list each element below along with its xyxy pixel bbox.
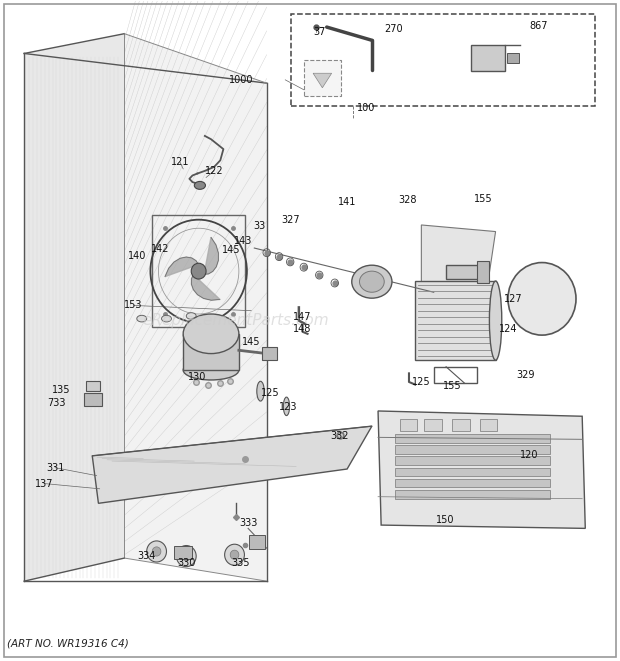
Polygon shape (422, 225, 495, 314)
Text: 335: 335 (231, 559, 250, 568)
Bar (396, 434, 550, 443)
Text: 130: 130 (188, 371, 206, 381)
Bar (291, 14, 595, 106)
Bar (86, 381, 100, 391)
Bar (415, 281, 495, 360)
Polygon shape (204, 237, 218, 274)
Ellipse shape (183, 360, 239, 380)
Circle shape (182, 551, 190, 561)
Text: 123: 123 (279, 402, 298, 412)
Bar (507, 53, 519, 63)
Text: 330: 330 (177, 558, 195, 568)
Text: 143: 143 (234, 236, 252, 246)
Text: 33: 33 (253, 221, 265, 231)
Text: 124: 124 (498, 324, 517, 334)
Bar (84, 393, 102, 407)
Circle shape (147, 541, 167, 562)
Polygon shape (125, 34, 267, 581)
Polygon shape (165, 257, 198, 277)
Text: 153: 153 (125, 301, 143, 311)
Bar (183, 334, 239, 370)
Bar (249, 535, 265, 549)
Polygon shape (24, 34, 125, 581)
Text: 329: 329 (516, 370, 534, 380)
Text: eReplacementParts.com: eReplacementParts.com (143, 313, 329, 328)
Bar (400, 419, 417, 431)
Circle shape (176, 545, 196, 566)
Text: 142: 142 (151, 244, 169, 254)
Text: 147: 147 (293, 312, 312, 323)
Text: 121: 121 (171, 157, 189, 167)
Text: 270: 270 (384, 24, 403, 34)
Text: 155: 155 (443, 381, 462, 391)
Text: 867: 867 (529, 20, 548, 31)
Bar (477, 260, 489, 283)
Text: 141: 141 (338, 197, 356, 207)
Bar (396, 468, 550, 477)
Ellipse shape (186, 313, 196, 319)
Polygon shape (313, 73, 332, 88)
Bar (446, 264, 480, 279)
Ellipse shape (283, 397, 290, 416)
Bar (153, 215, 245, 327)
Text: 120: 120 (520, 449, 539, 459)
Ellipse shape (352, 265, 392, 298)
Ellipse shape (489, 281, 502, 360)
Text: 333: 333 (239, 518, 257, 528)
Text: 155: 155 (474, 194, 492, 204)
Text: 1000: 1000 (228, 75, 253, 85)
Bar (262, 347, 277, 360)
Text: 137: 137 (35, 479, 53, 488)
Text: 327: 327 (281, 215, 299, 225)
Bar (396, 490, 550, 498)
Bar (174, 546, 192, 559)
Text: 733: 733 (47, 398, 66, 408)
Text: 331: 331 (46, 463, 64, 473)
Polygon shape (192, 274, 220, 300)
Bar (304, 60, 341, 97)
Circle shape (508, 262, 576, 335)
Text: 145: 145 (242, 337, 260, 348)
Bar (452, 419, 469, 431)
Text: 332: 332 (330, 431, 349, 441)
Text: 140: 140 (128, 251, 146, 261)
Ellipse shape (194, 181, 205, 189)
Ellipse shape (257, 381, 264, 401)
Text: 145: 145 (222, 245, 241, 255)
Circle shape (191, 263, 206, 279)
Bar (396, 457, 550, 465)
Text: 328: 328 (399, 195, 417, 205)
Ellipse shape (137, 315, 147, 322)
Bar (396, 479, 550, 487)
Bar (425, 419, 442, 431)
Polygon shape (378, 411, 585, 528)
Circle shape (224, 544, 244, 565)
Text: 125: 125 (412, 377, 431, 387)
Text: 122: 122 (205, 166, 223, 176)
Ellipse shape (360, 271, 384, 292)
Bar (471, 45, 505, 71)
Circle shape (153, 547, 161, 556)
Text: 150: 150 (436, 516, 454, 525)
Polygon shape (92, 426, 372, 503)
Text: (ART NO. WR19316 C4): (ART NO. WR19316 C4) (7, 639, 128, 648)
Text: 127: 127 (503, 294, 522, 304)
Text: 148: 148 (293, 324, 312, 334)
Text: 100: 100 (356, 103, 375, 113)
Circle shape (230, 550, 239, 559)
Text: 334: 334 (137, 551, 155, 561)
Ellipse shape (162, 315, 172, 322)
Text: 37: 37 (313, 26, 326, 37)
Ellipse shape (183, 314, 239, 354)
Text: 135: 135 (52, 385, 71, 395)
Text: 125: 125 (260, 388, 279, 398)
Bar (480, 419, 497, 431)
Bar (396, 446, 550, 454)
